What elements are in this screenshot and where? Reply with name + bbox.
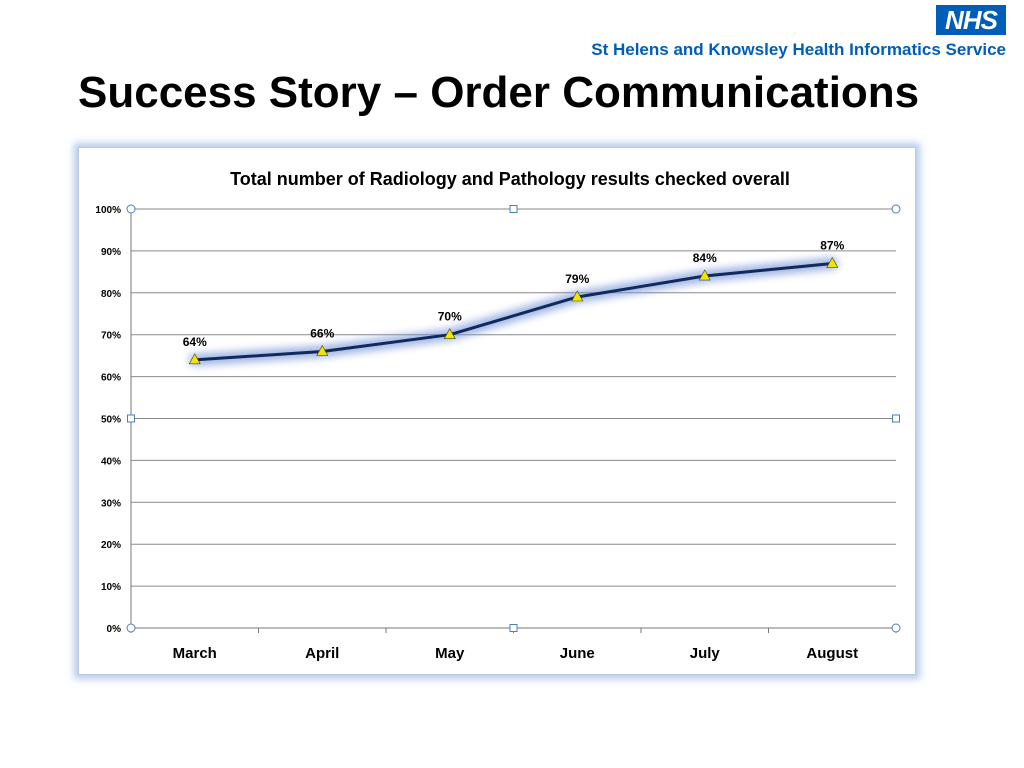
- data-point-marker: [826, 256, 839, 268]
- y-tick-label: 10%: [101, 582, 121, 593]
- data-point-marker: [571, 290, 584, 302]
- line-chart: Total number of Radiology and Pathology …: [95, 169, 901, 662]
- data-label: 84%: [693, 251, 717, 265]
- data-label: 64%: [183, 335, 207, 349]
- y-tick-label: 90%: [101, 247, 121, 258]
- data-point-marker: [316, 344, 329, 356]
- chart-title: Total number of Radiology and Pathology …: [230, 169, 790, 189]
- resize-handle-side[interactable]: [127, 414, 135, 423]
- resize-handle-corner[interactable]: [891, 623, 901, 633]
- resize-handle-side[interactable]: [892, 414, 900, 423]
- y-tick-label: 80%: [101, 289, 121, 300]
- resize-handle-side[interactable]: [509, 205, 518, 213]
- resize-handle-corner[interactable]: [126, 204, 136, 214]
- y-tick-label: 40%: [101, 456, 121, 467]
- series-line-glow: [188, 257, 839, 366]
- y-tick-label: 50%: [101, 415, 121, 426]
- x-category-label: August: [806, 645, 858, 662]
- organization-name: St Helens and Knowsley Health Informatic…: [591, 40, 1006, 59]
- y-tick-label: 60%: [101, 373, 121, 384]
- data-point-marker: [443, 328, 456, 339]
- data-label: 70%: [438, 310, 462, 324]
- y-tick-label: 30%: [101, 498, 121, 509]
- x-category-label: June: [560, 645, 595, 662]
- data-label: 66%: [310, 326, 334, 340]
- y-tick-label: 20%: [101, 540, 121, 551]
- data-point-marker: [188, 353, 201, 365]
- resize-handle-side[interactable]: [509, 624, 518, 632]
- x-category-label: March: [173, 645, 217, 662]
- data-label: 79%: [565, 272, 589, 286]
- x-category-label: July: [690, 645, 721, 662]
- x-category-label: May: [435, 645, 465, 662]
- series-line: [194, 261, 833, 362]
- y-tick-label: 0%: [107, 624, 122, 635]
- slide-title: Success Story – Order Communications: [78, 68, 920, 117]
- resize-handle-corner[interactable]: [891, 204, 901, 214]
- data-label: 87%: [820, 238, 844, 252]
- nhs-logo: NHS: [936, 5, 1006, 35]
- x-category-label: April: [305, 645, 339, 662]
- y-tick-label: 70%: [101, 331, 121, 342]
- resize-handle-corner[interactable]: [126, 623, 136, 633]
- data-point-marker: [698, 269, 711, 281]
- y-tick-label: 100%: [95, 205, 121, 216]
- chart-frame: Total number of Radiology and Pathology …: [78, 147, 916, 675]
